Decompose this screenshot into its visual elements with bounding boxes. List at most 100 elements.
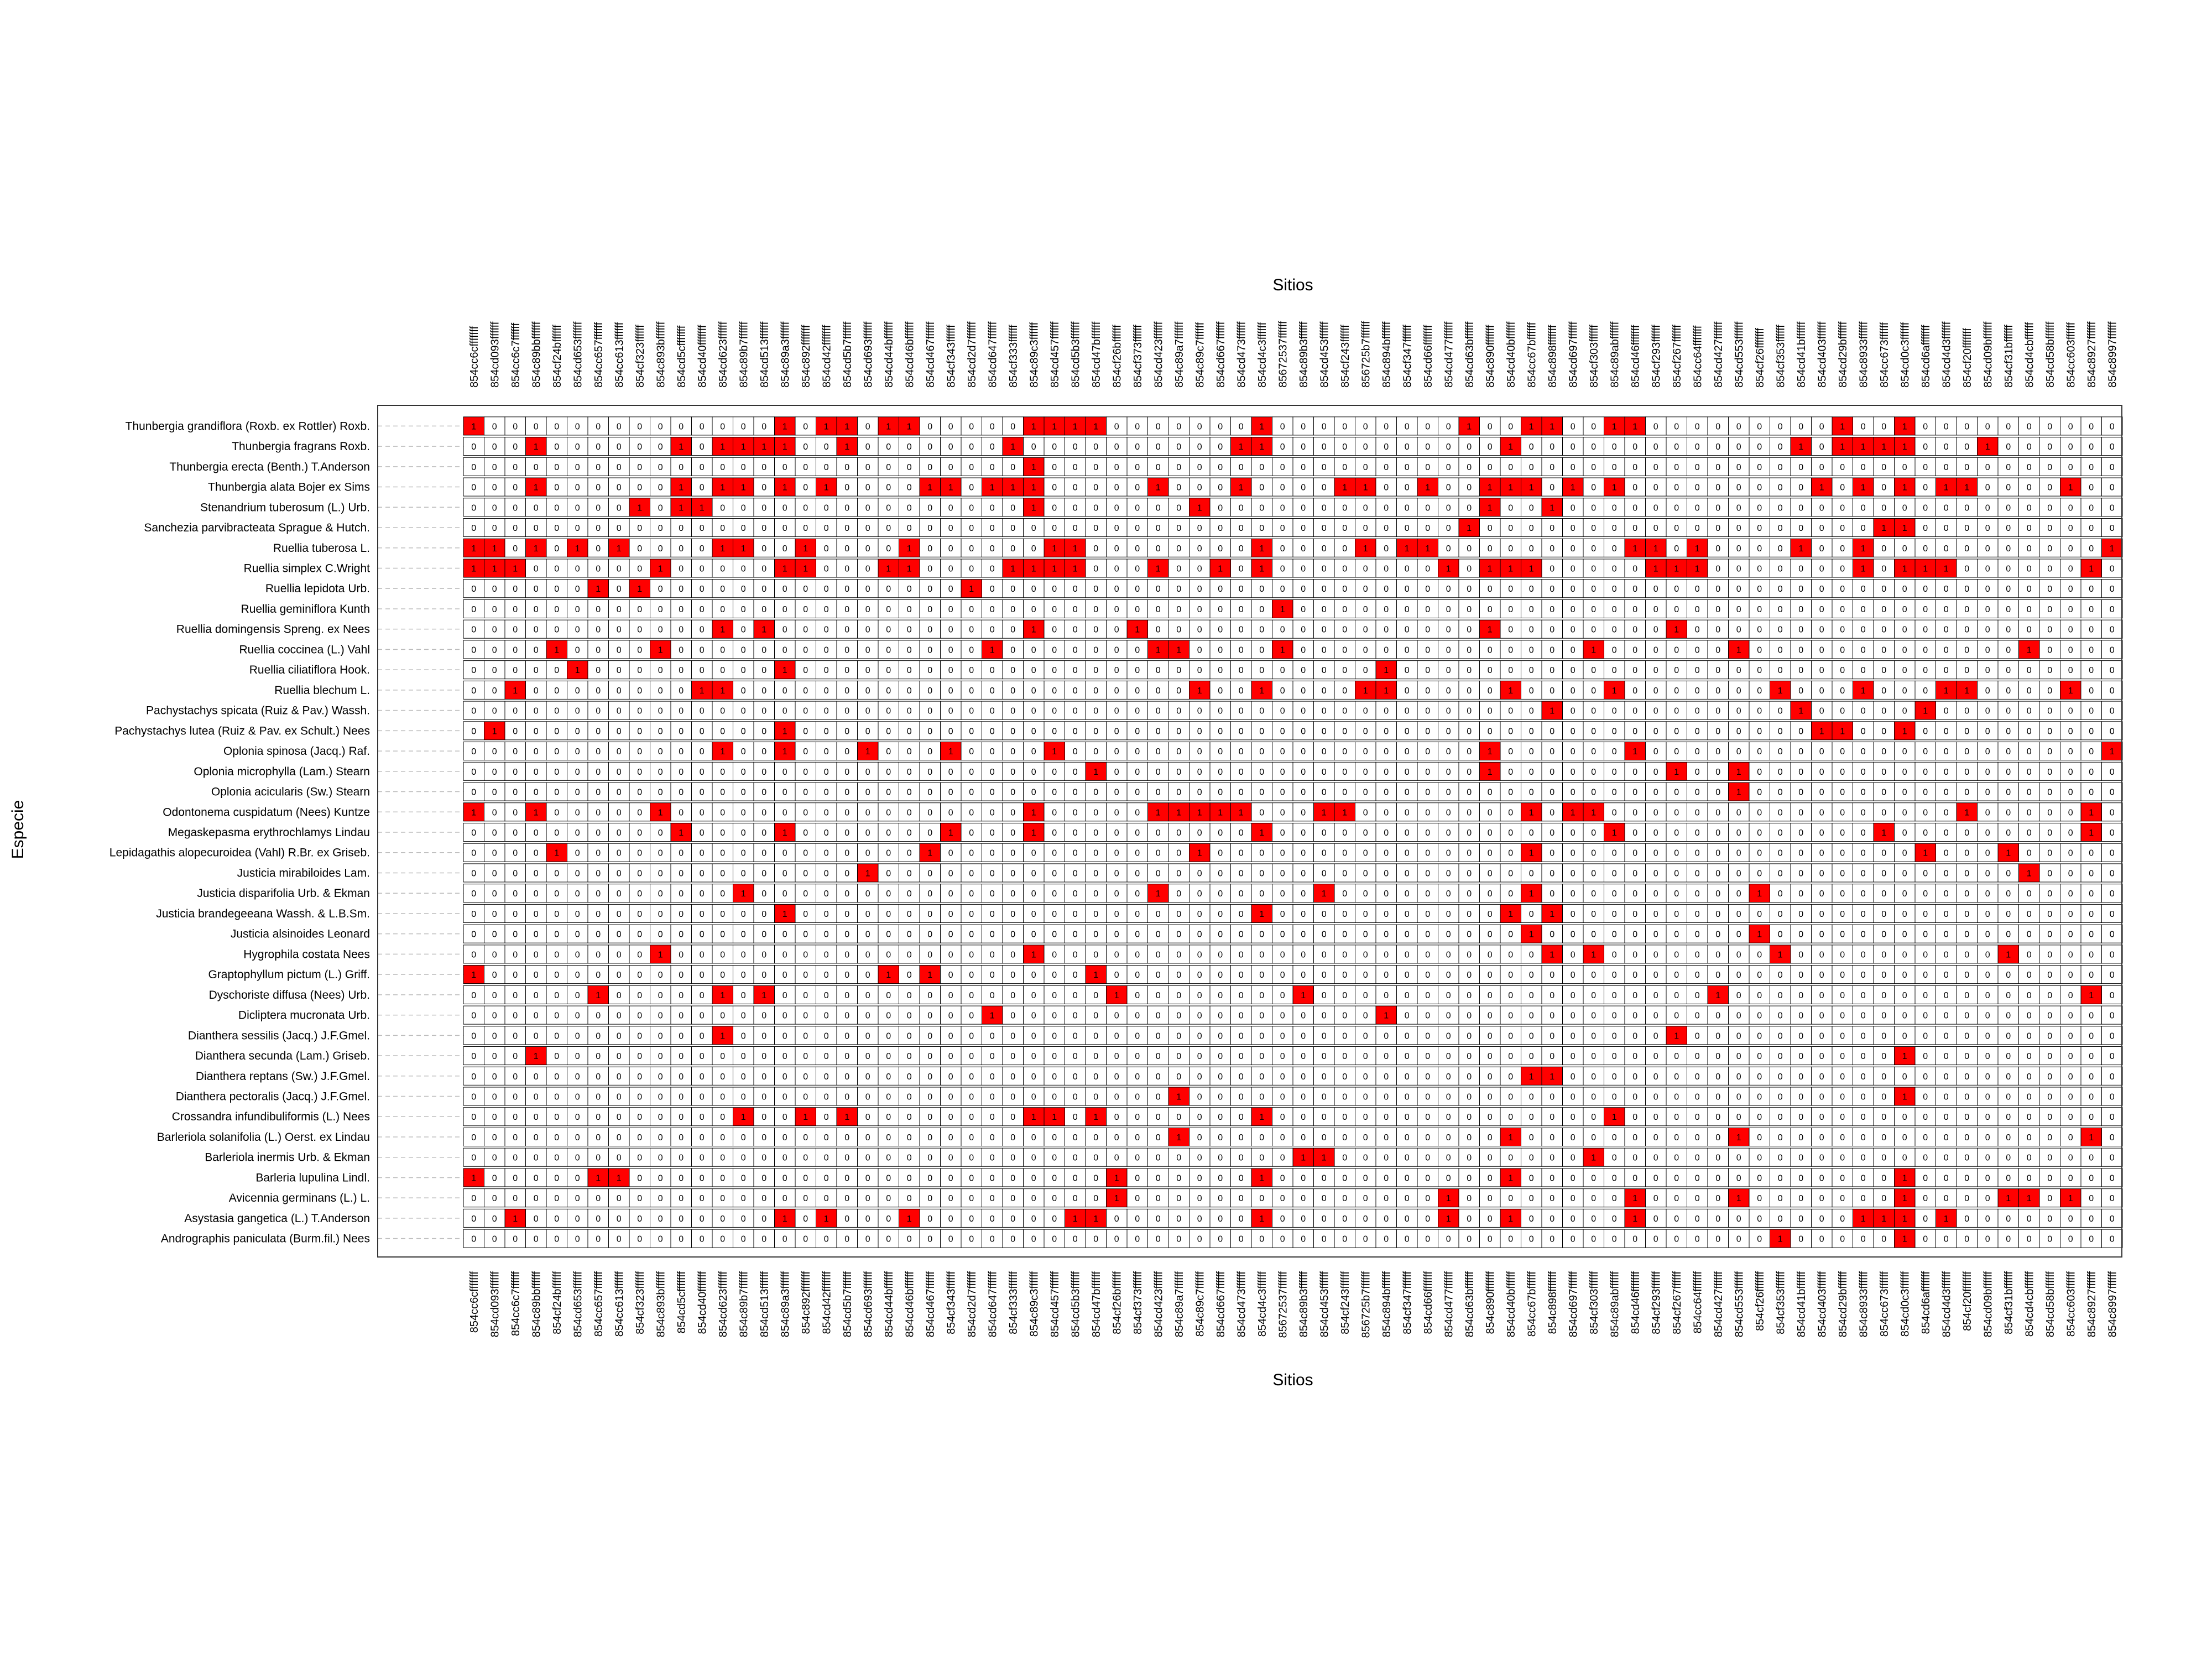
- cell-value: 0: [1798, 422, 1803, 431]
- heatmap-cell: [629, 437, 650, 456]
- cell-value: 0: [1819, 889, 1824, 899]
- cell-value: 0: [637, 727, 642, 736]
- cell-value: 0: [886, 707, 891, 716]
- cell-value: 0: [1488, 991, 1493, 1000]
- cell-value: 0: [471, 666, 476, 675]
- heatmap-cell: [1085, 416, 1107, 436]
- cell-value: 0: [471, 463, 476, 472]
- cell-value: 0: [1114, 544, 1119, 554]
- cell-value: 0: [720, 707, 725, 716]
- heatmap-cell: [463, 477, 484, 497]
- heatmap-cell: [1728, 477, 1750, 497]
- cell-value: 0: [554, 828, 559, 838]
- cell-value: 0: [1757, 788, 1762, 797]
- cell-value: 0: [803, 727, 808, 736]
- cell-value: 0: [741, 625, 746, 635]
- cell-value: 0: [741, 463, 746, 472]
- cell-value: 1: [1052, 564, 1057, 573]
- cell-value: 0: [1632, 849, 1637, 858]
- cell-value: 0: [2047, 828, 2052, 838]
- cell-value: 0: [1405, 1011, 1410, 1021]
- heatmap-cell: [1811, 437, 1833, 456]
- cell-value: 0: [1342, 544, 1347, 554]
- cell-value: 0: [1985, 889, 1990, 899]
- cell-value: 0: [782, 707, 787, 716]
- cell-value: 0: [1736, 910, 1741, 919]
- cell-value: 0: [1363, 828, 1368, 838]
- heatmap-cell: [940, 538, 962, 557]
- heatmap-cell: [1147, 437, 1169, 456]
- cell-value: 0: [1488, 707, 1493, 716]
- heatmap-cell: [1728, 538, 1750, 557]
- cell-value: 0: [1985, 503, 1990, 513]
- cell-value: 0: [1944, 442, 1949, 452]
- cell-value: 0: [492, 971, 497, 980]
- cell-value: 0: [700, 544, 705, 554]
- cell-value: 0: [2110, 666, 2115, 675]
- cell-value: 0: [575, 422, 580, 431]
- cell-value: 0: [1176, 422, 1181, 431]
- heatmap-cell: [504, 518, 526, 538]
- cell-value: 0: [2110, 564, 2115, 573]
- cell-value: 1: [2110, 747, 2115, 757]
- cell-value: 0: [1093, 483, 1098, 493]
- cell-value: 0: [1052, 1011, 1057, 1021]
- cell-value: 0: [1218, 991, 1223, 1000]
- cell-value: 0: [1280, 503, 1285, 513]
- heatmap-cell: [1272, 538, 1293, 557]
- cell-value: 0: [1529, 1031, 1534, 1041]
- cell-value: 0: [2047, 483, 2052, 493]
- heatmap-cell: [1770, 518, 1791, 538]
- cell-value: 0: [1757, 544, 1762, 554]
- cell-value: 0: [1218, 422, 1223, 431]
- cell-value: 0: [803, 991, 808, 1000]
- cell-value: 0: [1798, 483, 1803, 493]
- cell-value: 0: [1135, 930, 1140, 940]
- cell-value: 0: [2006, 564, 2011, 573]
- cell-value: 0: [1923, 463, 1928, 472]
- heatmap-cell: [1956, 416, 1978, 436]
- heatmap-cell: [546, 457, 567, 476]
- cell-value: 0: [1176, 950, 1181, 959]
- cell-value: 0: [637, 747, 642, 757]
- cell-value: 0: [1736, 707, 1741, 716]
- heatmap-cell: [587, 518, 609, 538]
- cell-value: 0: [2047, 564, 2052, 573]
- cell-value: 0: [1529, 544, 1534, 554]
- cell-value: 0: [1301, 463, 1306, 472]
- heatmap-cell: [1375, 477, 1397, 497]
- cell-value: 0: [1301, 930, 1306, 940]
- cell-value: 0: [1176, 849, 1181, 858]
- heatmap-cell: [1396, 437, 1418, 456]
- cell-value: 0: [1239, 707, 1244, 716]
- cell-value: 0: [658, 1031, 663, 1041]
- cell-value: 0: [1342, 930, 1347, 940]
- cell-value: 0: [1736, 828, 1741, 838]
- cell-value: 0: [1322, 666, 1327, 675]
- cell-value: 0: [700, 747, 705, 757]
- cell-value: 0: [1010, 808, 1015, 817]
- cell-value: 0: [1715, 1011, 1720, 1021]
- cell-value: 0: [1840, 625, 1845, 635]
- cell-value: 0: [1571, 564, 1575, 573]
- cell-value: 1: [1156, 889, 1161, 899]
- cell-value: 0: [1695, 483, 1700, 493]
- cell-value: 0: [1591, 605, 1596, 614]
- cell-value: 1: [1031, 828, 1036, 838]
- cell-value: 0: [927, 463, 932, 472]
- cell-value: 0: [2068, 645, 2073, 655]
- cell-value: 0: [658, 930, 663, 940]
- cell-value: 0: [658, 503, 663, 513]
- cell-value: 0: [865, 503, 870, 513]
- cell-value: 0: [1425, 585, 1430, 594]
- cell-value: 1: [658, 808, 663, 817]
- cell-value: 1: [1176, 645, 1181, 655]
- heatmap-cell: [1272, 457, 1293, 476]
- cell-value: 0: [1653, 605, 1658, 614]
- heatmap-cell: [1832, 498, 1853, 517]
- cell-value: 0: [1550, 1011, 1554, 1021]
- heatmap-cell: [1997, 538, 2019, 557]
- cell-value: 0: [803, 869, 808, 878]
- cell-value: 0: [1550, 788, 1554, 797]
- cell-value: 0: [1425, 788, 1430, 797]
